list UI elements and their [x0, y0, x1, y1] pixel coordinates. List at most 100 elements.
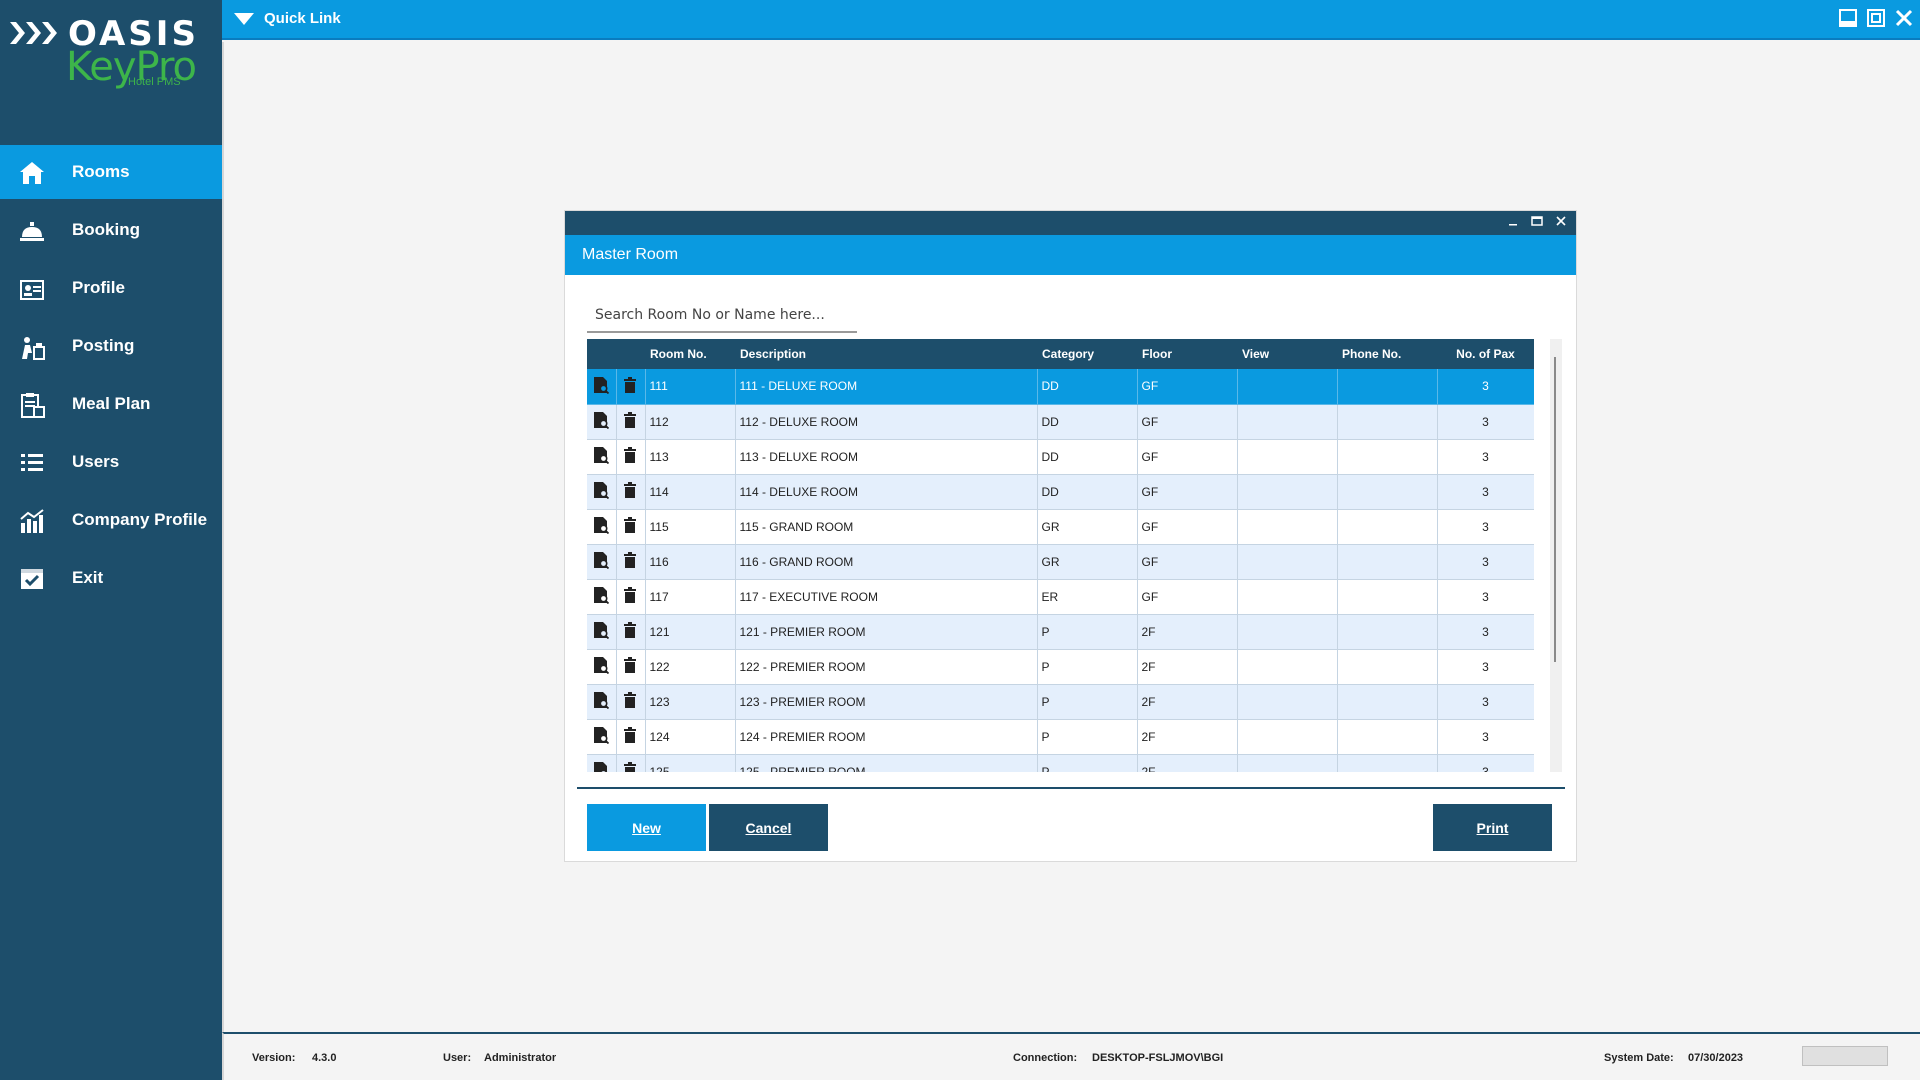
profile-icon: [20, 280, 44, 300]
delete-record-icon[interactable]: [616, 614, 646, 650]
view-record-icon[interactable]: [587, 439, 617, 475]
delete-record-icon[interactable]: [616, 579, 646, 615]
delete-record-icon[interactable]: [616, 404, 646, 440]
cell-no-of-pax: 3: [1437, 614, 1534, 650]
view-record-icon[interactable]: [587, 509, 617, 545]
cell-phone-no: [1337, 684, 1438, 720]
table-row[interactable]: 125 125 - PREMIER ROOM P 2F 3: [587, 754, 1534, 772]
sidebar-item-users[interactable]: Users: [0, 435, 222, 489]
new-button[interactable]: New: [587, 804, 706, 851]
column-header-category[interactable]: Category: [1037, 339, 1137, 369]
delete-record-icon[interactable]: [616, 369, 646, 405]
view-record-icon[interactable]: [587, 369, 617, 405]
cell-view: [1237, 684, 1338, 720]
quick-link-toggle[interactable]: Quick Link: [234, 10, 341, 27]
delete-record-icon[interactable]: [616, 754, 646, 772]
view-record-icon[interactable]: [587, 579, 617, 615]
cell-floor: 2F: [1137, 614, 1238, 650]
dialog-minimize-icon[interactable]: [1506, 214, 1520, 228]
cell-phone-no: [1337, 579, 1438, 615]
table-row[interactable]: 114 114 - DELUXE ROOM DD GF 3: [587, 474, 1534, 510]
view-record-icon[interactable]: [587, 614, 617, 650]
table-row[interactable]: 111 111 - DELUXE ROOM DD GF 3: [587, 369, 1534, 405]
cell-no-of-pax: 3: [1437, 404, 1534, 440]
cell-room-no: 123: [645, 684, 736, 720]
view-record-icon[interactable]: [587, 754, 617, 772]
sidebar-item-exit[interactable]: Exit: [0, 551, 222, 605]
sidebar-item-booking[interactable]: Booking: [0, 203, 222, 257]
sidebar-item-label: Company Profile: [72, 510, 208, 529]
cell-room-no: 121: [645, 614, 736, 650]
cell-room-no: 114: [645, 474, 736, 510]
table-row[interactable]: 113 113 - DELUXE ROOM DD GF 3: [587, 439, 1534, 475]
cell-no-of-pax: 3: [1437, 544, 1534, 580]
column-header-floor[interactable]: Floor: [1137, 339, 1237, 369]
sidebar-nav: Rooms Booking Profile Posting Meal Plan …: [0, 145, 222, 609]
table-row[interactable]: 117 117 - EXECUTIVE ROOM ER GF 3: [587, 579, 1534, 615]
cancel-button[interactable]: Cancel: [709, 804, 828, 851]
cell-category: DD: [1037, 474, 1138, 510]
column-header-no-of-pax[interactable]: No. of Pax: [1437, 339, 1534, 369]
view-record-icon[interactable]: [587, 474, 617, 510]
view-record-icon[interactable]: [587, 544, 617, 580]
sidebar-item-label: Exit: [72, 568, 104, 587]
view-record-icon[interactable]: [587, 719, 617, 755]
cell-description: 117 - EXECUTIVE ROOM: [735, 579, 1038, 615]
user-value: Administrator: [484, 1052, 557, 1064]
table-row[interactable]: 122 122 - PREMIER ROOM P 2F 3: [587, 649, 1534, 685]
dialog-maximize-icon[interactable]: [1530, 214, 1544, 228]
view-record-icon[interactable]: [587, 684, 617, 720]
column-header-view[interactable]: View: [1237, 339, 1337, 369]
cell-no-of-pax: 3: [1437, 719, 1534, 755]
sidebar-item-rooms[interactable]: Rooms: [0, 145, 222, 199]
cell-phone-no: [1337, 404, 1438, 440]
scrollbar-thumb[interactable]: [1554, 357, 1556, 662]
table-row[interactable]: 121 121 - PREMIER ROOM P 2F 3: [587, 614, 1534, 650]
triangle-down-icon: [234, 12, 254, 25]
sidebar-item-profile[interactable]: Profile: [0, 261, 222, 315]
cell-category: GR: [1037, 544, 1138, 580]
column-header-room-no[interactable]: Room No.: [645, 339, 735, 369]
delete-record-icon[interactable]: [616, 439, 646, 475]
cell-view: [1237, 509, 1338, 545]
cell-phone-no: [1337, 614, 1438, 650]
column-header-phone-no[interactable]: Phone No.: [1337, 339, 1437, 369]
delete-record-icon[interactable]: [616, 474, 646, 510]
version-value: 4.3.0: [312, 1052, 337, 1064]
cell-category: DD: [1037, 369, 1138, 405]
version-label: Version:: [252, 1052, 296, 1064]
table-row[interactable]: 124 124 - PREMIER ROOM P 2F 3: [587, 719, 1534, 755]
delete-record-icon[interactable]: [616, 719, 646, 755]
delete-record-icon[interactable]: [616, 684, 646, 720]
sidebar-item-company-profile[interactable]: Company Profile: [0, 493, 222, 547]
cell-no-of-pax: 3: [1437, 579, 1534, 615]
cell-no-of-pax: 3: [1437, 474, 1534, 510]
table-row[interactable]: 123 123 - PREMIER ROOM P 2F 3: [587, 684, 1534, 720]
sidebar-item-posting[interactable]: Posting: [0, 319, 222, 373]
table-row[interactable]: 115 115 - GRAND ROOM GR GF 3: [587, 509, 1534, 545]
close-icon[interactable]: [1894, 8, 1914, 28]
cell-floor: 2F: [1137, 754, 1238, 772]
dialog-close-icon[interactable]: [1554, 214, 1568, 228]
view-record-icon[interactable]: [587, 404, 617, 440]
print-button[interactable]: Print: [1433, 804, 1552, 851]
cell-description: 125 - PREMIER ROOM: [735, 754, 1038, 772]
column-header-description[interactable]: Description: [735, 339, 1037, 369]
view-record-icon[interactable]: [587, 649, 617, 685]
grid-scrollbar[interactable]: [1550, 339, 1562, 772]
app-logo: OASIS KeyPro Hotel PMS: [10, 14, 210, 94]
delete-record-icon[interactable]: [616, 509, 646, 545]
table-row[interactable]: 116 116 - GRAND ROOM GR GF 3: [587, 544, 1534, 580]
search-input[interactable]: [587, 301, 857, 329]
delete-record-icon[interactable]: [616, 649, 646, 685]
delete-record-icon[interactable]: [616, 544, 646, 580]
sidebar-item-label: Booking: [72, 220, 140, 239]
system-date-label: System Date:: [1604, 1052, 1674, 1064]
table-row[interactable]: 112 112 - DELUXE ROOM DD GF 3: [587, 404, 1534, 440]
sidebar-item-meal-plan[interactable]: Meal Plan: [0, 377, 222, 431]
cell-no-of-pax: 3: [1437, 509, 1534, 545]
minimize-icon[interactable]: [1838, 8, 1858, 28]
cell-floor: GF: [1137, 544, 1238, 580]
maximize-icon[interactable]: [1866, 8, 1886, 28]
cell-category: P: [1037, 754, 1138, 772]
